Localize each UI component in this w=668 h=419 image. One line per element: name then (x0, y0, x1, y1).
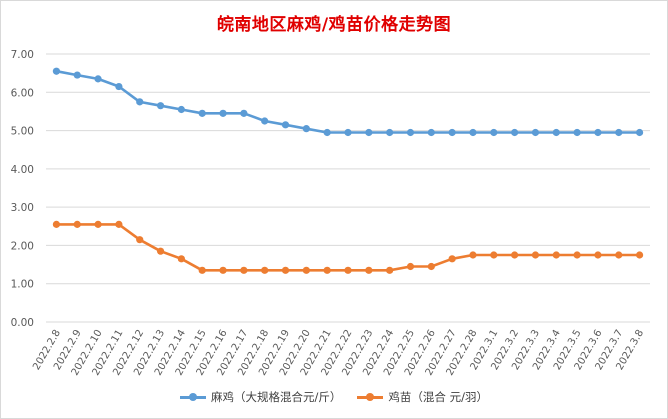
y-tick-label: 1.00 (11, 279, 34, 291)
series-line-1 (55, 223, 641, 272)
legend-dot-series-1 (366, 393, 375, 401)
legend-item-series-1: 鸡苗（混合 元/羽） (357, 389, 488, 405)
series-1-point (177, 255, 185, 263)
series-0-point (615, 128, 623, 137)
series-0-point (365, 128, 373, 137)
series-0-point (156, 102, 165, 110)
series-0-point (448, 128, 456, 137)
series-0-point (198, 109, 206, 117)
series-1-point (323, 266, 331, 274)
series-0-point (427, 128, 435, 137)
legend-dot-series-0 (189, 393, 198, 401)
series-0-point (73, 71, 81, 79)
series-1-point (427, 262, 435, 271)
series-1-point (302, 266, 310, 274)
series-1-point (635, 251, 644, 259)
series-0-point (115, 82, 123, 91)
series-1-point (115, 220, 123, 228)
series-1-point (511, 251, 519, 259)
series-0-point (240, 109, 248, 117)
series-1-point (73, 220, 81, 228)
y-tick-label: 0.00 (11, 317, 34, 329)
series-1-point (406, 262, 415, 271)
series-1-point (281, 266, 290, 274)
series-line-0 (55, 69, 641, 134)
y-tick-label: 5.00 (11, 126, 34, 138)
series-0-point (302, 125, 310, 133)
series-0-point (511, 128, 519, 137)
series-1-point (261, 266, 269, 274)
series-0-point (52, 67, 61, 75)
series-1-point (365, 266, 373, 274)
series-1-point (344, 266, 352, 274)
chart-title: 皖南地区麻鸡/鸡苗价格走势图 (216, 15, 452, 35)
series-0-point (531, 128, 540, 137)
y-tick-label: 2.00 (11, 240, 34, 252)
y-tick-label: 7.00 (11, 49, 34, 61)
series-0-point (552, 128, 560, 137)
series-1-point (448, 255, 456, 263)
series-0-point (386, 128, 394, 137)
series-0-point (323, 128, 331, 137)
y-tick-label: 4.00 (11, 164, 34, 176)
series-1-point (615, 251, 623, 259)
series-1-point (156, 247, 165, 255)
legend-marker-series-0 (180, 391, 207, 403)
y-tick-label: 6.00 (11, 87, 34, 99)
series-1-point (531, 251, 540, 259)
series-0-point (490, 128, 498, 137)
series-0-point (344, 128, 352, 137)
legend-item-series-0: 麻鸡（大规格混合元/斤） (180, 389, 341, 405)
series-0-point (406, 128, 415, 137)
series-0-point (594, 128, 602, 137)
series-0-point (261, 117, 269, 125)
legend-label-series-0: 麻鸡（大规格混合元/斤） (211, 390, 342, 404)
series-1-point (573, 251, 581, 259)
series-0-point (136, 98, 144, 106)
series-1-point (136, 236, 144, 244)
y-tick-label: 3.00 (11, 202, 34, 214)
series-1-point (240, 266, 248, 274)
series-1-point (219, 266, 227, 274)
series-1-point (198, 266, 206, 274)
series-0-point (469, 128, 477, 137)
series-1-point (469, 251, 477, 259)
series-1-point (52, 220, 61, 228)
series-0-point (635, 128, 644, 137)
series-1-point (594, 251, 602, 259)
legend-marker-series-1 (357, 391, 384, 403)
series-1-point (490, 251, 498, 259)
legend-label-series-1: 鸡苗（混合 元/羽） (388, 390, 488, 404)
series-0-point (573, 128, 581, 137)
series-1-point (552, 251, 560, 259)
series-0-point (281, 121, 290, 129)
series-0-point (177, 105, 185, 114)
series-0-point (219, 109, 227, 117)
series-1-point (94, 220, 102, 228)
series-0-point (94, 75, 102, 83)
legend: 麻鸡（大规格混合元/斤） 鸡苗（混合 元/羽） (0, 389, 668, 405)
series-1-point (386, 266, 394, 274)
